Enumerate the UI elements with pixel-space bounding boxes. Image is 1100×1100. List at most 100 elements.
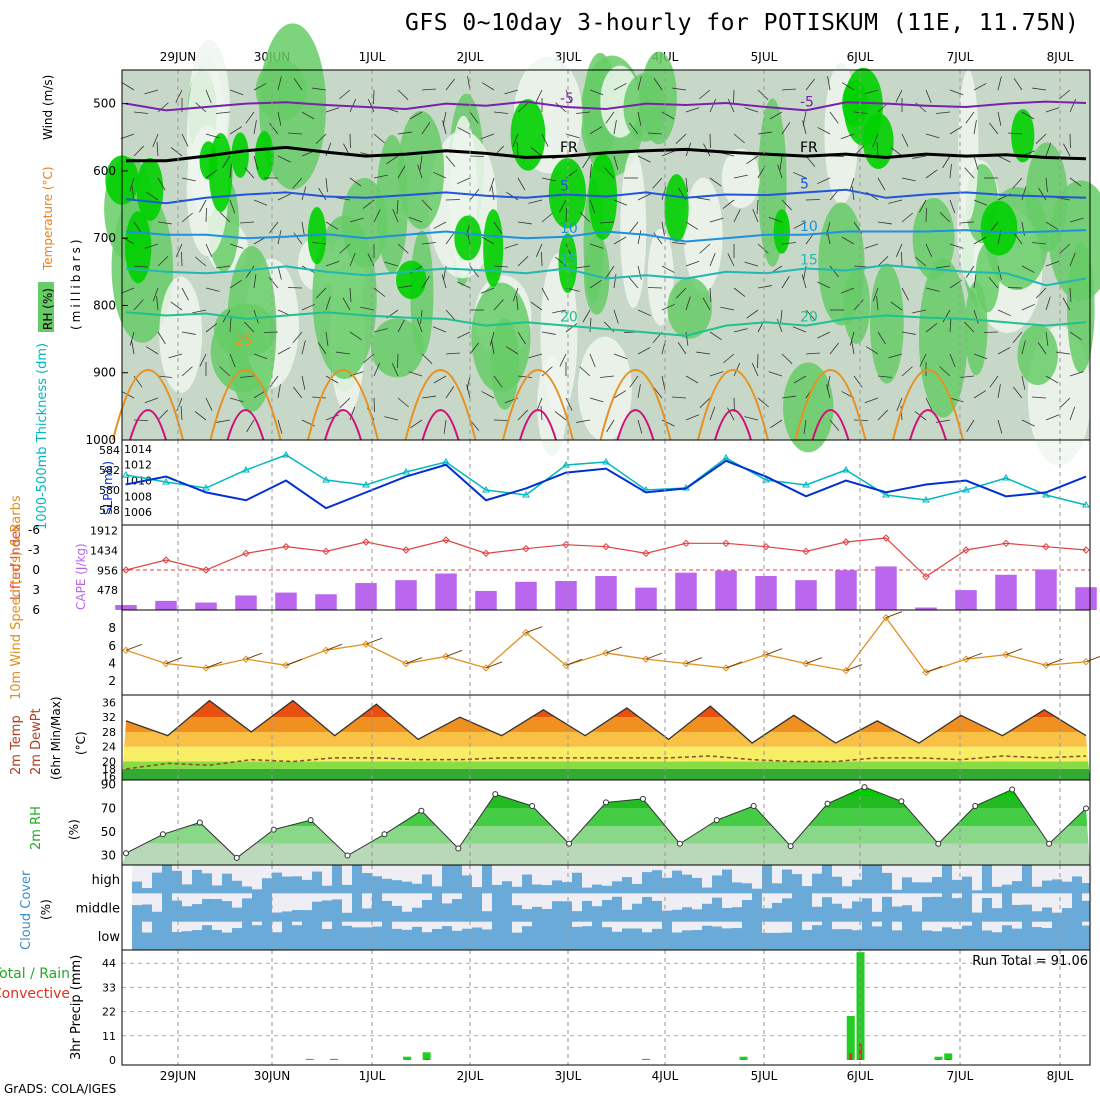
wind-barb — [733, 174, 748, 179]
cloud-gap — [152, 893, 162, 912]
wind-barb — [936, 265, 951, 269]
cloud-gap — [822, 893, 832, 898]
rh-marker — [824, 800, 831, 807]
cloud-gap — [172, 893, 182, 901]
cape-bar — [395, 580, 417, 610]
lifted-index-marker — [682, 539, 690, 548]
wind-barb — [1056, 351, 1071, 355]
wind-barb — [277, 111, 282, 126]
cape-bar — [835, 570, 857, 610]
wind-barb — [421, 199, 433, 211]
wind-barb — [120, 133, 135, 140]
rh-shade — [818, 202, 865, 326]
rh-shade — [918, 258, 968, 418]
wind-barb — [589, 164, 592, 179]
cloud-gap — [522, 921, 532, 927]
wind-barb — [949, 397, 964, 403]
isotherm-25 — [892, 369, 964, 441]
wind-barb — [757, 285, 772, 289]
wind-barb — [973, 236, 987, 245]
isotherm-30 — [519, 409, 557, 441]
cloud-gap — [512, 893, 522, 906]
wind-barb — [268, 277, 279, 289]
wind-barb — [1045, 221, 1059, 230]
wind-barb — [600, 375, 615, 378]
cloud-gap — [312, 893, 322, 902]
wind-barb — [180, 406, 183, 421]
isotherm-25 — [307, 369, 379, 441]
wind-barb — [229, 199, 236, 214]
cape-bar — [755, 576, 777, 610]
wind-tick: 4 — [108, 657, 116, 671]
wind-barb — [925, 169, 938, 179]
wind-barb — [709, 252, 716, 267]
cloud-gap — [922, 865, 932, 883]
isotherm-30 — [421, 409, 460, 441]
wind-barb — [315, 287, 327, 299]
cloud-gap — [622, 921, 632, 929]
wind-barb — [925, 243, 933, 257]
wind-barb — [877, 409, 889, 421]
cloud-gap — [212, 865, 222, 886]
wind-barb — [317, 342, 327, 355]
wind-barb — [433, 171, 447, 179]
wind-barb — [181, 366, 193, 377]
wind-barb — [152, 287, 159, 302]
wind-barb — [421, 353, 433, 365]
wind-barb — [397, 243, 409, 254]
wind-barb — [733, 133, 745, 144]
bottom-time-label: 7JUL — [947, 1069, 974, 1083]
wind-barb — [1021, 340, 1026, 355]
wind-barb — [841, 82, 855, 91]
wind-barb — [949, 243, 964, 249]
cape-tick: 478 — [97, 584, 118, 597]
wind-barb — [535, 89, 543, 103]
wind-barb — [769, 111, 783, 120]
temp-tick: 36 — [102, 696, 116, 709]
wind-barb — [384, 261, 399, 267]
wind-barb — [443, 419, 447, 434]
precip-convective-bar — [946, 1059, 950, 1060]
wind-barb — [541, 212, 553, 223]
thickness-marker — [402, 468, 410, 475]
cloud-gap — [952, 921, 962, 929]
cloud-gap — [252, 865, 262, 890]
cloud-gap — [1022, 893, 1032, 905]
wind-barb — [1045, 331, 1049, 346]
cloud-gap — [512, 865, 522, 887]
cloud-gap — [142, 865, 152, 889]
wind-barb — [253, 390, 267, 399]
cloud-gap — [962, 921, 972, 926]
wind-barb — [661, 303, 675, 311]
wind-barb — [325, 107, 340, 113]
wind-barb — [565, 89, 572, 104]
cloud-gap — [672, 893, 682, 910]
wind-barb — [895, 243, 903, 257]
temp-tick: 16 — [102, 770, 116, 783]
wind-barb — [997, 155, 1011, 163]
bottom-time-label: 3JUL — [555, 1069, 582, 1083]
wind-barb — [613, 83, 627, 91]
isotherm-label: -5 — [560, 91, 574, 107]
wind-barb — [222, 155, 231, 169]
cloud-gap — [1082, 921, 1092, 926]
wind-barb — [181, 177, 196, 182]
wind-barb — [157, 177, 166, 191]
rh-saturated — [510, 99, 546, 171]
rh-saturated — [231, 132, 249, 178]
cloud-gap — [842, 893, 852, 909]
thickness-tick: 580 — [99, 484, 120, 497]
cloud-gap — [912, 865, 922, 883]
wind-barb — [205, 133, 220, 139]
wind-barb — [756, 199, 759, 214]
wind-barb — [746, 155, 759, 165]
li-tick: -3 — [28, 543, 40, 557]
top-time-label: 29JUN — [160, 50, 197, 64]
wind-barb — [555, 256, 567, 267]
cloud-gap — [632, 921, 642, 929]
wind-barb — [675, 133, 687, 145]
wind-barb — [672, 242, 687, 245]
rh-shade — [620, 150, 647, 309]
wind-barb — [781, 199, 793, 211]
wind-barb — [457, 281, 471, 289]
